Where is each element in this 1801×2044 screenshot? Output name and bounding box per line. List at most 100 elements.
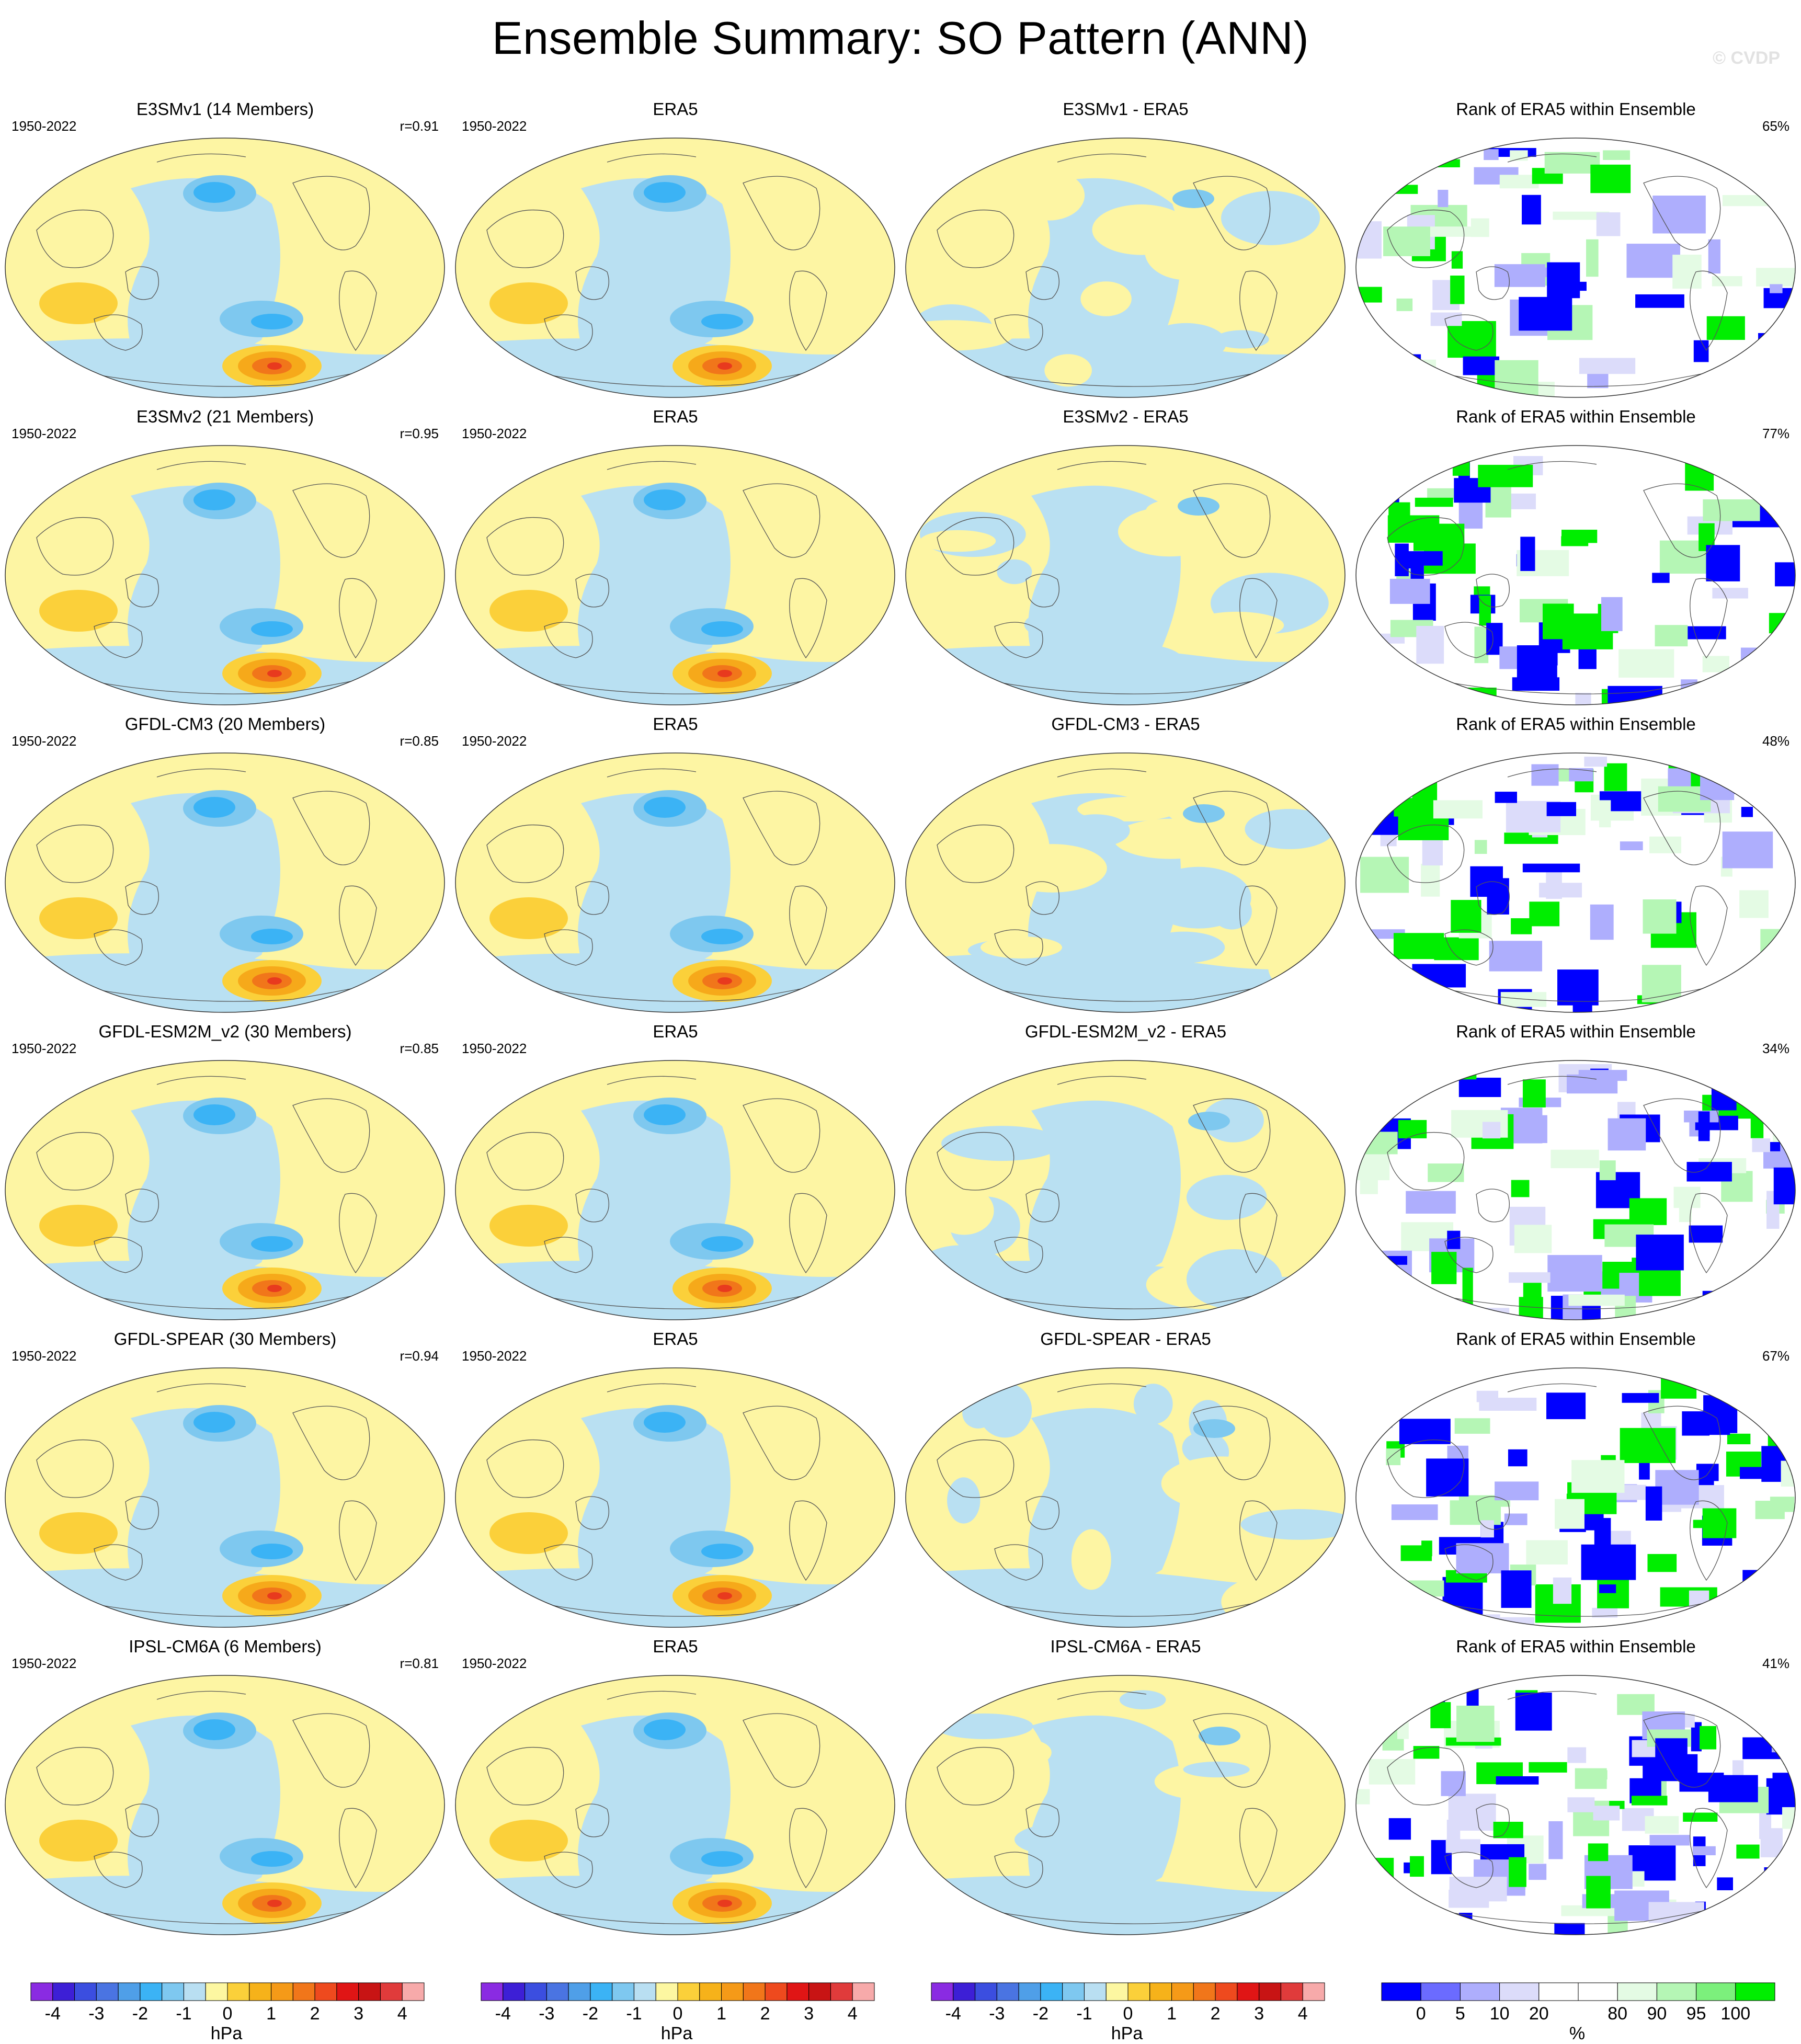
coastline	[486, 1439, 564, 1498]
map-field	[455, 138, 895, 397]
coastline	[78, 983, 377, 1002]
coastline	[1643, 1098, 1721, 1173]
coastline	[937, 517, 1015, 576]
coastline	[1057, 153, 1147, 163]
period-label: 1950-2022	[462, 1655, 527, 1671]
colorbar-swatch	[953, 1982, 976, 2001]
coastline	[789, 1500, 827, 1581]
panel-title: ERA5	[653, 1022, 698, 1041]
colorbar-swatch	[852, 1982, 875, 2001]
map-outline	[905, 445, 1346, 705]
colorbar-swatch	[96, 1982, 119, 2001]
map-plot	[5, 445, 445, 705]
coastline	[743, 1713, 820, 1788]
map-outline	[1355, 138, 1796, 398]
map-plot	[455, 1675, 895, 1935]
map-plot	[905, 752, 1346, 1013]
coastline	[1429, 983, 1728, 1002]
coastline	[78, 676, 377, 694]
map-field	[1356, 138, 1795, 397]
period-label: 1950-2022	[462, 426, 527, 441]
coastline	[1429, 1291, 1728, 1309]
colorbar	[931, 1982, 1325, 2001]
coastline	[575, 266, 609, 300]
colorbar-swatch	[271, 1982, 293, 2001]
coastline	[1429, 1598, 1728, 1617]
map-plot	[905, 1060, 1346, 1320]
coastline	[528, 983, 827, 1002]
rank-panel: Rank of ERA5 within Ensemble 77%	[1351, 407, 1801, 714]
coastline	[1507, 768, 1597, 778]
coastline	[937, 824, 1015, 883]
coastline	[1025, 881, 1059, 915]
coastline	[36, 517, 114, 576]
colorbar-swatch	[205, 1982, 228, 2001]
map-plot	[1355, 752, 1796, 1013]
map-plot	[1355, 1675, 1796, 1935]
coastline	[743, 1406, 820, 1480]
coastline	[1690, 1500, 1728, 1581]
coastline	[1507, 1076, 1597, 1085]
panel-title: GFDL-CM3 - ERA5	[1051, 714, 1200, 734]
colorbar-swatch	[786, 1982, 810, 2001]
coastline	[1507, 1383, 1597, 1392]
coastline	[1507, 1691, 1597, 1700]
coastline	[339, 1808, 377, 1889]
map-outline	[455, 445, 895, 705]
coastline	[1444, 1544, 1494, 1581]
obs-panel: ERA5 1950-2022	[450, 714, 900, 1022]
rank-panel: Rank of ERA5 within Ensemble 48%	[1351, 714, 1801, 1022]
colorbar-unit: hPa	[660, 2024, 693, 2043]
colorbar-tick-label: -1	[176, 2004, 192, 2024]
panel-title: E3SMv2 (21 Members)	[136, 407, 314, 426]
coastline	[978, 676, 1278, 694]
coastline	[1025, 1496, 1059, 1530]
colorbar-tick-label: -2	[1032, 2004, 1048, 2024]
colorbar-tick-label: 3	[1254, 2004, 1264, 2024]
colorbar-swatch	[808, 1982, 831, 2001]
map-field	[906, 1060, 1345, 1320]
colorbar-swatch	[655, 1982, 678, 2001]
model-panel: IPSL-CM6A (6 Members) 1950-2022 r=0.81	[0, 1637, 450, 1944]
obs-panel: ERA5 1950-2022	[450, 99, 900, 407]
map-plot	[5, 138, 445, 398]
panel-title: IPSL-CM6A - ERA5	[1050, 1637, 1201, 1656]
map-outline	[455, 138, 895, 398]
pattern-correlation: r=0.95	[400, 426, 439, 441]
map-plot	[1355, 138, 1796, 398]
period-label: 1950-2022	[12, 1348, 77, 1364]
colorbar-unit: hPa	[1111, 2024, 1143, 2043]
colorbar-swatch	[677, 1982, 700, 2001]
coastline	[544, 1852, 593, 1888]
coastline	[1239, 1500, 1278, 1581]
colorbar-tick-label: 0	[1416, 2004, 1426, 2024]
map-plot	[455, 445, 895, 705]
colorbar-tick-label: -4	[495, 2004, 511, 2024]
map-field	[1356, 1675, 1795, 1935]
colorbar-swatch	[743, 1982, 766, 2001]
map-field	[5, 1060, 444, 1320]
colorbar-swatch	[1381, 1982, 1421, 2001]
coastline	[1690, 885, 1728, 966]
coastline	[1193, 1406, 1271, 1480]
coastline	[1057, 1383, 1147, 1392]
colorbar-tick-label: 4	[397, 2004, 407, 2024]
coastline	[528, 368, 827, 387]
colorbar-swatch	[74, 1982, 97, 2001]
obs-panel: ERA5 1950-2022	[450, 1329, 900, 1637]
map-outline	[5, 1060, 445, 1320]
map-outline	[5, 1675, 445, 1935]
coastline	[607, 461, 697, 470]
colorbar-unit: hPa	[210, 2024, 243, 2043]
model-panel: GFDL-ESM2M_v2 (30 Members) 1950-2022 r=0.8…	[0, 1022, 450, 1329]
panel-title: Rank of ERA5 within Ensemble	[1456, 1637, 1696, 1656]
coastline	[575, 1189, 609, 1223]
colorbar-swatch	[931, 1982, 954, 2001]
colorbar	[481, 1982, 875, 2001]
colorbar-tick-label: 0	[1123, 2004, 1133, 2024]
coastline	[1444, 1852, 1494, 1888]
map-plot	[455, 138, 895, 398]
colorbar-swatch	[227, 1982, 250, 2001]
colorbar-swatch	[52, 1982, 75, 2001]
period-label: 1950-2022	[462, 1041, 527, 1056]
